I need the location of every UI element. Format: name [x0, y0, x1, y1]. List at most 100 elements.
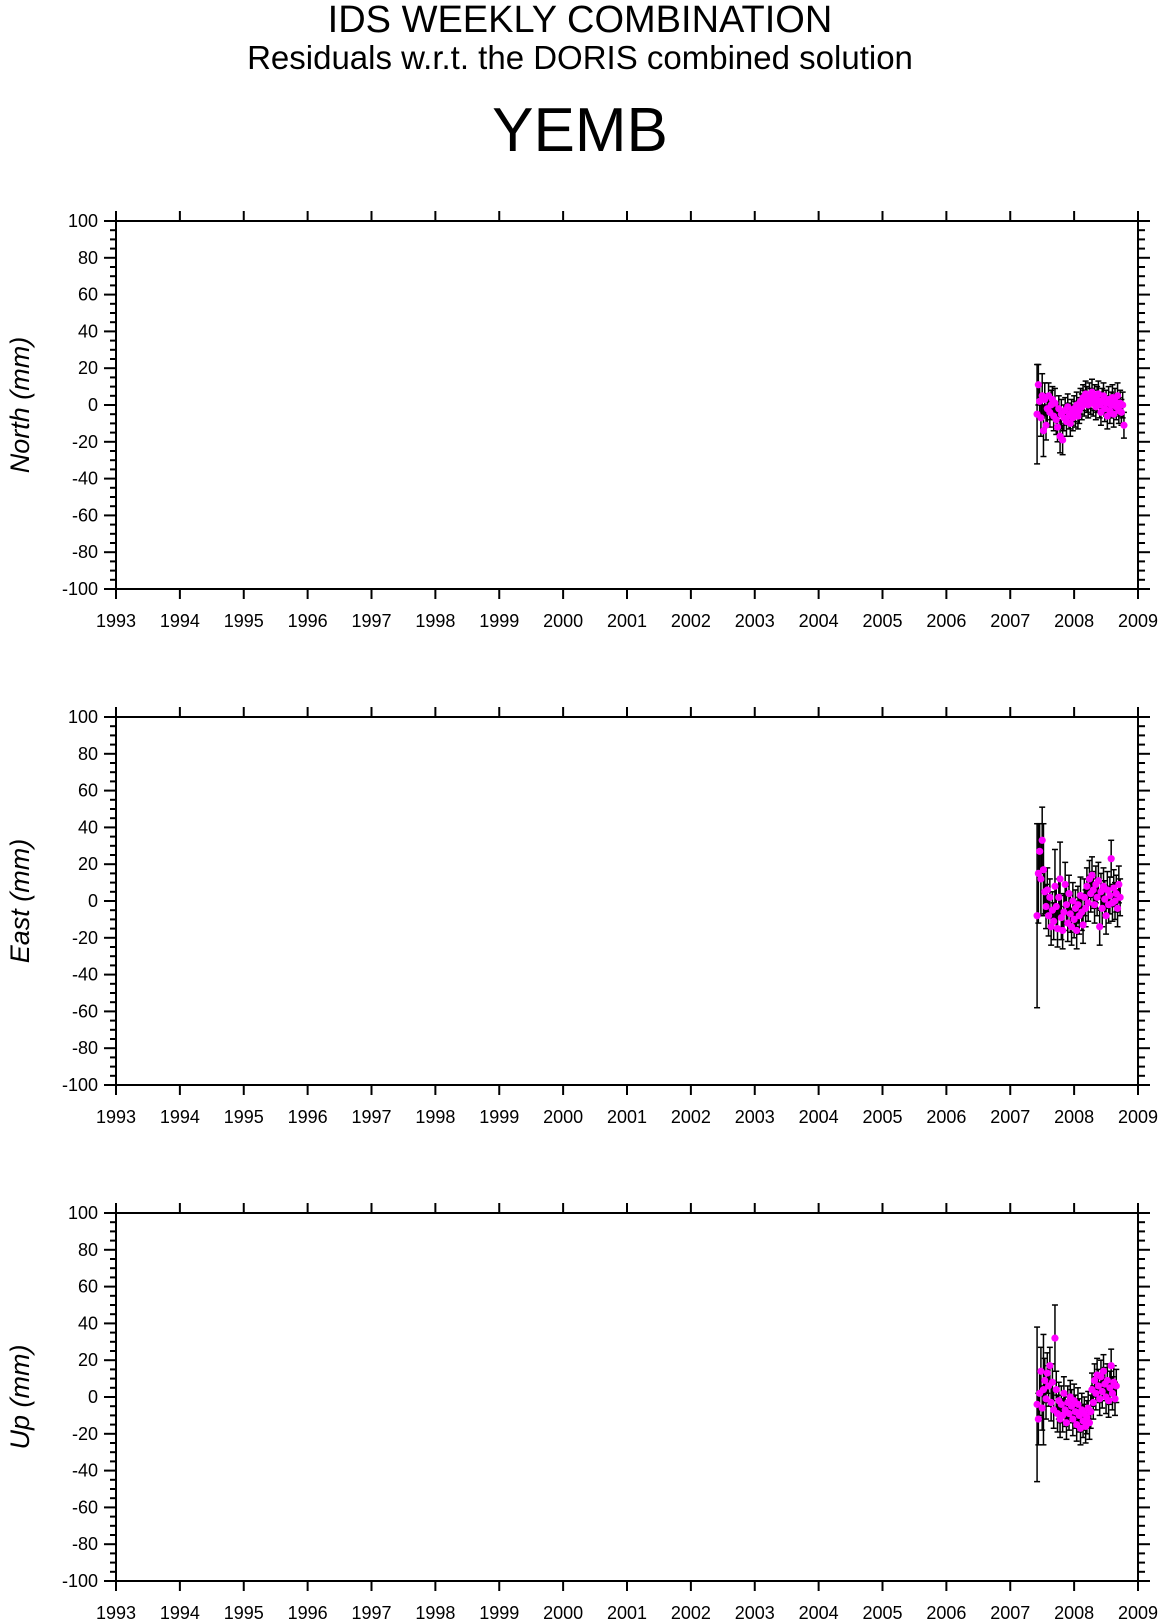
station-name: YEMB	[492, 96, 668, 165]
data-point	[1120, 421, 1128, 429]
data-point	[1048, 1378, 1057, 1386]
data-point	[1085, 1419, 1094, 1427]
data-point	[1116, 893, 1124, 901]
x-tick-label: 2001	[607, 611, 647, 631]
y-axis-label: East (mm)	[5, 839, 35, 964]
data-point	[1112, 1382, 1120, 1390]
data-point	[1098, 1387, 1106, 1396]
x-tick-label: 2001	[607, 1107, 647, 1127]
data-point	[1061, 880, 1069, 889]
x-tick-label: 1999	[479, 1107, 519, 1127]
data-point	[1074, 901, 1082, 909]
x-tick-label: 1995	[224, 611, 264, 631]
x-tick-label: 1997	[351, 611, 391, 631]
x-tick-label: 2007	[990, 1603, 1030, 1621]
x-tick-label: 1995	[224, 1603, 264, 1621]
data-point	[1102, 912, 1110, 920]
x-tick-label: 1997	[351, 1107, 391, 1127]
x-tick-label: 1993	[96, 1107, 136, 1127]
x-tick-label: 2005	[862, 1603, 902, 1621]
x-tick-label: 2008	[1054, 1107, 1094, 1127]
data-point	[1042, 421, 1050, 429]
data-point	[1110, 410, 1118, 418]
data-point	[1052, 1386, 1060, 1394]
x-tick-label: 2004	[799, 1107, 839, 1127]
data-point	[1087, 1408, 1095, 1416]
data-point	[1101, 895, 1109, 903]
data-point	[1037, 414, 1045, 422]
plot-frame	[115, 1212, 1139, 1582]
y-tick-label: 80	[78, 248, 98, 268]
y-tick-label: 20	[78, 854, 98, 874]
data-point	[1099, 392, 1108, 400]
y-tick-label: 60	[78, 285, 98, 305]
y-tick-label: 40	[78, 1313, 98, 1333]
data-point	[1084, 899, 1092, 907]
y-tick-label: -100	[62, 1571, 98, 1591]
data-point	[1055, 893, 1063, 901]
data-point	[1042, 902, 1050, 911]
y-tick-label: -40	[72, 965, 98, 985]
data-point	[1074, 412, 1082, 420]
data-point	[1062, 901, 1071, 909]
data-point	[1039, 866, 1048, 874]
data-point	[1064, 403, 1072, 411]
data-point	[1069, 1415, 1077, 1423]
x-tick-label: 1993	[96, 1603, 136, 1621]
east-panel: 1993 1994 1995 1996 1997 1998 1999 2000 2001 2002…	[5, 707, 1158, 1127]
x-tick-label: 1996	[288, 1603, 328, 1621]
y-tick-label: 100	[68, 1203, 98, 1223]
data-point	[1107, 1362, 1115, 1370]
data-point	[1090, 1376, 1099, 1385]
data-point	[1055, 405, 1063, 413]
data-point	[1088, 388, 1096, 396]
y-tick-label: 60	[78, 781, 98, 801]
data-point	[1046, 893, 1054, 901]
data-point	[1050, 917, 1058, 925]
data-point	[1033, 1400, 1041, 1408]
data-point	[1106, 891, 1114, 900]
x-tick-label: 2009	[1118, 1603, 1158, 1621]
data-point	[1051, 399, 1059, 407]
data-point	[1111, 1395, 1119, 1403]
data-point	[1093, 893, 1101, 901]
x-tick-label: 2001	[607, 1603, 647, 1621]
data-point	[1113, 392, 1122, 400]
data-point	[1051, 882, 1059, 890]
data-point	[1034, 869, 1042, 878]
y-axis-label: North (mm)	[5, 337, 35, 474]
main-title: IDS WEEKLY COMBINATION	[327, 0, 833, 41]
y-tick-label: 20	[78, 358, 98, 378]
data-point	[1059, 1411, 1067, 1419]
data-point	[1082, 904, 1090, 912]
data-point	[1039, 427, 1048, 435]
data-point	[1107, 855, 1115, 863]
x-tick-label: 2005	[862, 1107, 902, 1127]
data-point	[1115, 880, 1123, 889]
data-point	[1066, 910, 1074, 918]
y-tick-label: -20	[72, 1424, 98, 1444]
x-tick-label: 2003	[735, 1603, 775, 1621]
x-tick-label: 1998	[415, 611, 455, 631]
data-point	[1052, 902, 1060, 911]
data-point	[1037, 875, 1045, 883]
y-tick-label: -60	[72, 1001, 98, 1021]
data-point	[1067, 923, 1076, 931]
data-point	[1094, 877, 1102, 885]
x-tick-label: 2006	[926, 611, 966, 631]
x-tick-label: 1994	[160, 611, 200, 631]
y-tick-label: -80	[72, 542, 98, 562]
data-point	[1052, 416, 1060, 424]
data-point	[1080, 893, 1088, 901]
x-tick-label: 2004	[799, 611, 839, 631]
x-tick-label: 2008	[1054, 1603, 1094, 1621]
data-point	[1099, 1367, 1108, 1375]
plot-frame	[115, 220, 1139, 590]
data-point	[1106, 1384, 1114, 1392]
x-tick-label: 2003	[735, 611, 775, 631]
x-tick-label: 1993	[96, 611, 136, 631]
data-point	[1042, 1395, 1050, 1403]
x-tick-label: 1999	[479, 611, 519, 631]
data-point	[1097, 888, 1105, 896]
